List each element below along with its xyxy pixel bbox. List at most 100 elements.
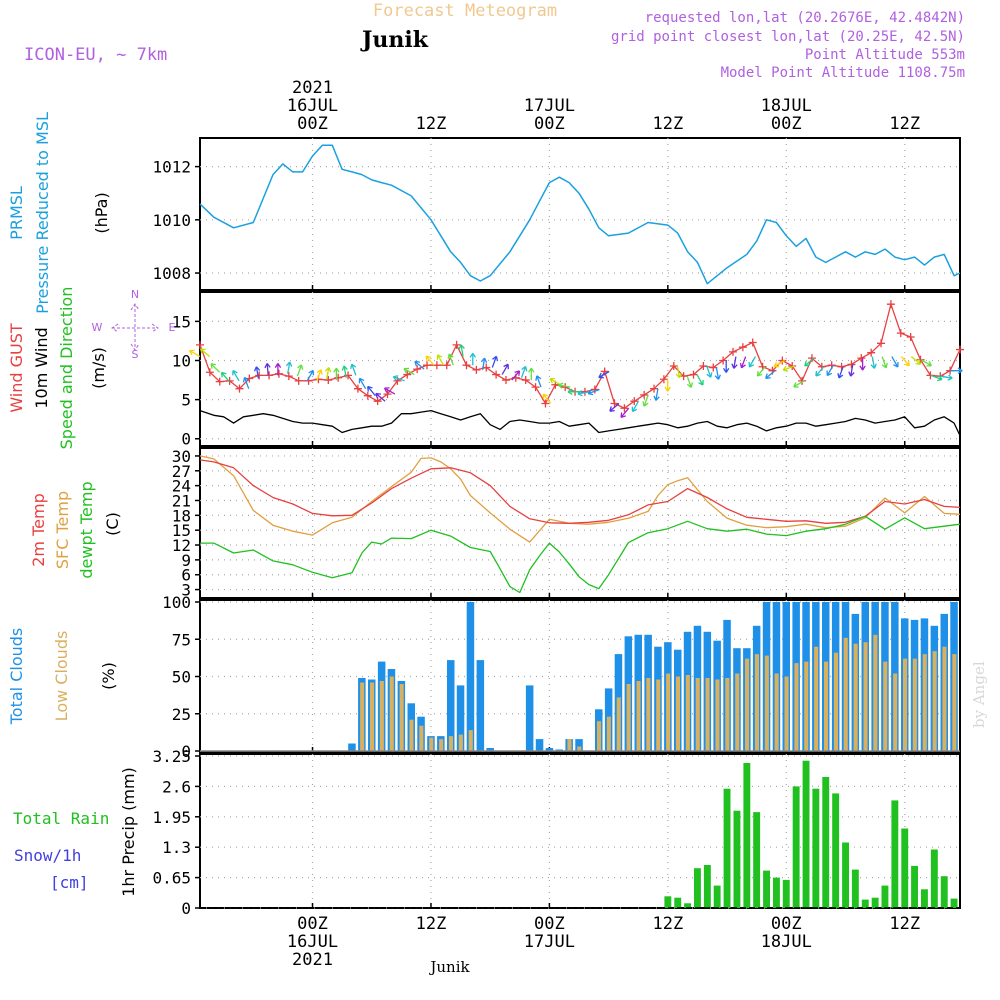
low-cloud-bar (597, 721, 602, 751)
top-time-label: 12Z (652, 114, 683, 134)
total-cloud-bar (575, 739, 583, 751)
temp-ytick-label: 9 (181, 551, 191, 570)
rain-bar (753, 812, 761, 908)
sfc-temp-label: SFC Temp (53, 491, 72, 569)
low-cloud-bar (912, 658, 917, 751)
low-cloud-bar (824, 661, 829, 751)
gust-marker (541, 399, 550, 408)
wind-ytick-label: 0 (181, 430, 191, 449)
low-cloud-bar (419, 725, 424, 751)
gust-marker (956, 345, 964, 354)
gust-marker (363, 391, 372, 400)
pressure-unit: (hPa) (92, 192, 111, 233)
low-cloud-bar (389, 676, 394, 751)
low-cloud-bar (399, 684, 404, 751)
sfc-temp-line (199, 455, 961, 543)
low-cloud-bar (448, 736, 453, 751)
gust-marker (196, 340, 204, 349)
wind-arrow (748, 356, 756, 368)
gust-marker (492, 370, 501, 379)
rain-bar (881, 885, 889, 908)
gust-marker (452, 340, 461, 349)
rain-bar (802, 760, 810, 908)
pressure-ytick-label: 1012 (152, 158, 191, 177)
low-cloud-bar (922, 654, 927, 751)
wind-arrow (425, 355, 435, 366)
low-cloud-bar (942, 646, 947, 751)
temp2m-line (199, 459, 961, 524)
gust-marker (462, 361, 471, 370)
wind-arrow (577, 390, 590, 397)
temp-ytick-label: 24 (172, 477, 191, 496)
temp-ytick-label: 27 (172, 462, 191, 481)
wind-arrow (403, 367, 415, 376)
gust-marker (235, 384, 244, 393)
top-time-label: 12Z (416, 114, 447, 134)
compass-arrows (111, 303, 159, 351)
bottom-time-label: 00Z (297, 914, 328, 934)
chart-title: Forecast Meteogram (373, 1, 557, 21)
total-cloud-bar (456, 685, 465, 751)
compass-n: N (131, 288, 139, 301)
clouds-panel: 0 25 50 75 100 (162, 593, 961, 761)
gust-marker (531, 383, 540, 392)
pressure-ytick-label: 1008 (152, 264, 191, 283)
wind-arrow (383, 387, 396, 395)
low-cloud-bar (429, 737, 434, 751)
total-cloud-bar (525, 685, 534, 751)
wind-arrow (642, 394, 649, 407)
compass-e: E (169, 321, 176, 334)
wind-arrow (264, 363, 271, 376)
temp-ytick-label: 18 (172, 506, 191, 525)
clouds-unit: (%) (99, 662, 118, 690)
low-cloud-bar (656, 679, 661, 751)
rain-bar (861, 899, 869, 908)
low-cloud-bar (705, 678, 710, 751)
rain-bar (822, 777, 830, 908)
low-cloud-bar (606, 716, 611, 751)
top-time-label: 18JUL (761, 96, 812, 116)
precip-ytick-label: 2.6 (162, 777, 191, 796)
rain-bar (901, 828, 909, 908)
wind-arrow (620, 407, 630, 419)
low-cloud-bar (814, 646, 819, 751)
total-cloud-bar (348, 743, 356, 751)
precip-panel: 0 0.65 1.3 1.95 2.6 3.25 (152, 747, 961, 918)
gust-marker (205, 368, 214, 377)
wind-arrow (686, 375, 694, 388)
wind-arrow (274, 363, 282, 376)
low-cloud-bar (903, 658, 908, 751)
precip-ytick-label: 0.65 (152, 869, 191, 888)
gust-marker (640, 390, 649, 399)
wind-arrow (567, 388, 580, 396)
gust-marker (669, 361, 678, 370)
gust-marker (620, 404, 629, 413)
wind-arrow (414, 360, 425, 370)
rain-bar (743, 763, 751, 908)
low-clouds-label: Low Clouds (52, 631, 71, 722)
wind-arrow (815, 366, 825, 377)
wind-arrow (458, 344, 465, 357)
wind-arrow (350, 363, 357, 376)
gust-marker (472, 365, 481, 374)
gridpoint-coords: grid point closest lon,lat (20.25E, 42.5… (611, 29, 965, 45)
gust-marker (857, 354, 866, 363)
clouds-ytick-label: 100 (162, 593, 191, 612)
compass-s: S (132, 348, 139, 361)
gust-marker (906, 333, 915, 342)
wind-arrow (392, 375, 405, 382)
wind-arrow (358, 377, 367, 390)
gust-marker (738, 343, 747, 352)
gust-marker (274, 369, 283, 378)
low-cloud-bar (675, 676, 680, 751)
wind-arrow (598, 370, 610, 379)
wind-arrow (316, 369, 323, 382)
total-cloud-bar (476, 660, 485, 751)
precip-ytick-label: 1.3 (162, 838, 191, 857)
snow-label: Snow/1h (14, 846, 81, 865)
low-cloud-bar (932, 651, 937, 751)
low-cloud-bar (883, 661, 888, 751)
model-altitude: Model Point Altitude 1108.75m (721, 65, 965, 81)
wind-arrow (324, 367, 332, 380)
gust-marker (630, 397, 639, 406)
